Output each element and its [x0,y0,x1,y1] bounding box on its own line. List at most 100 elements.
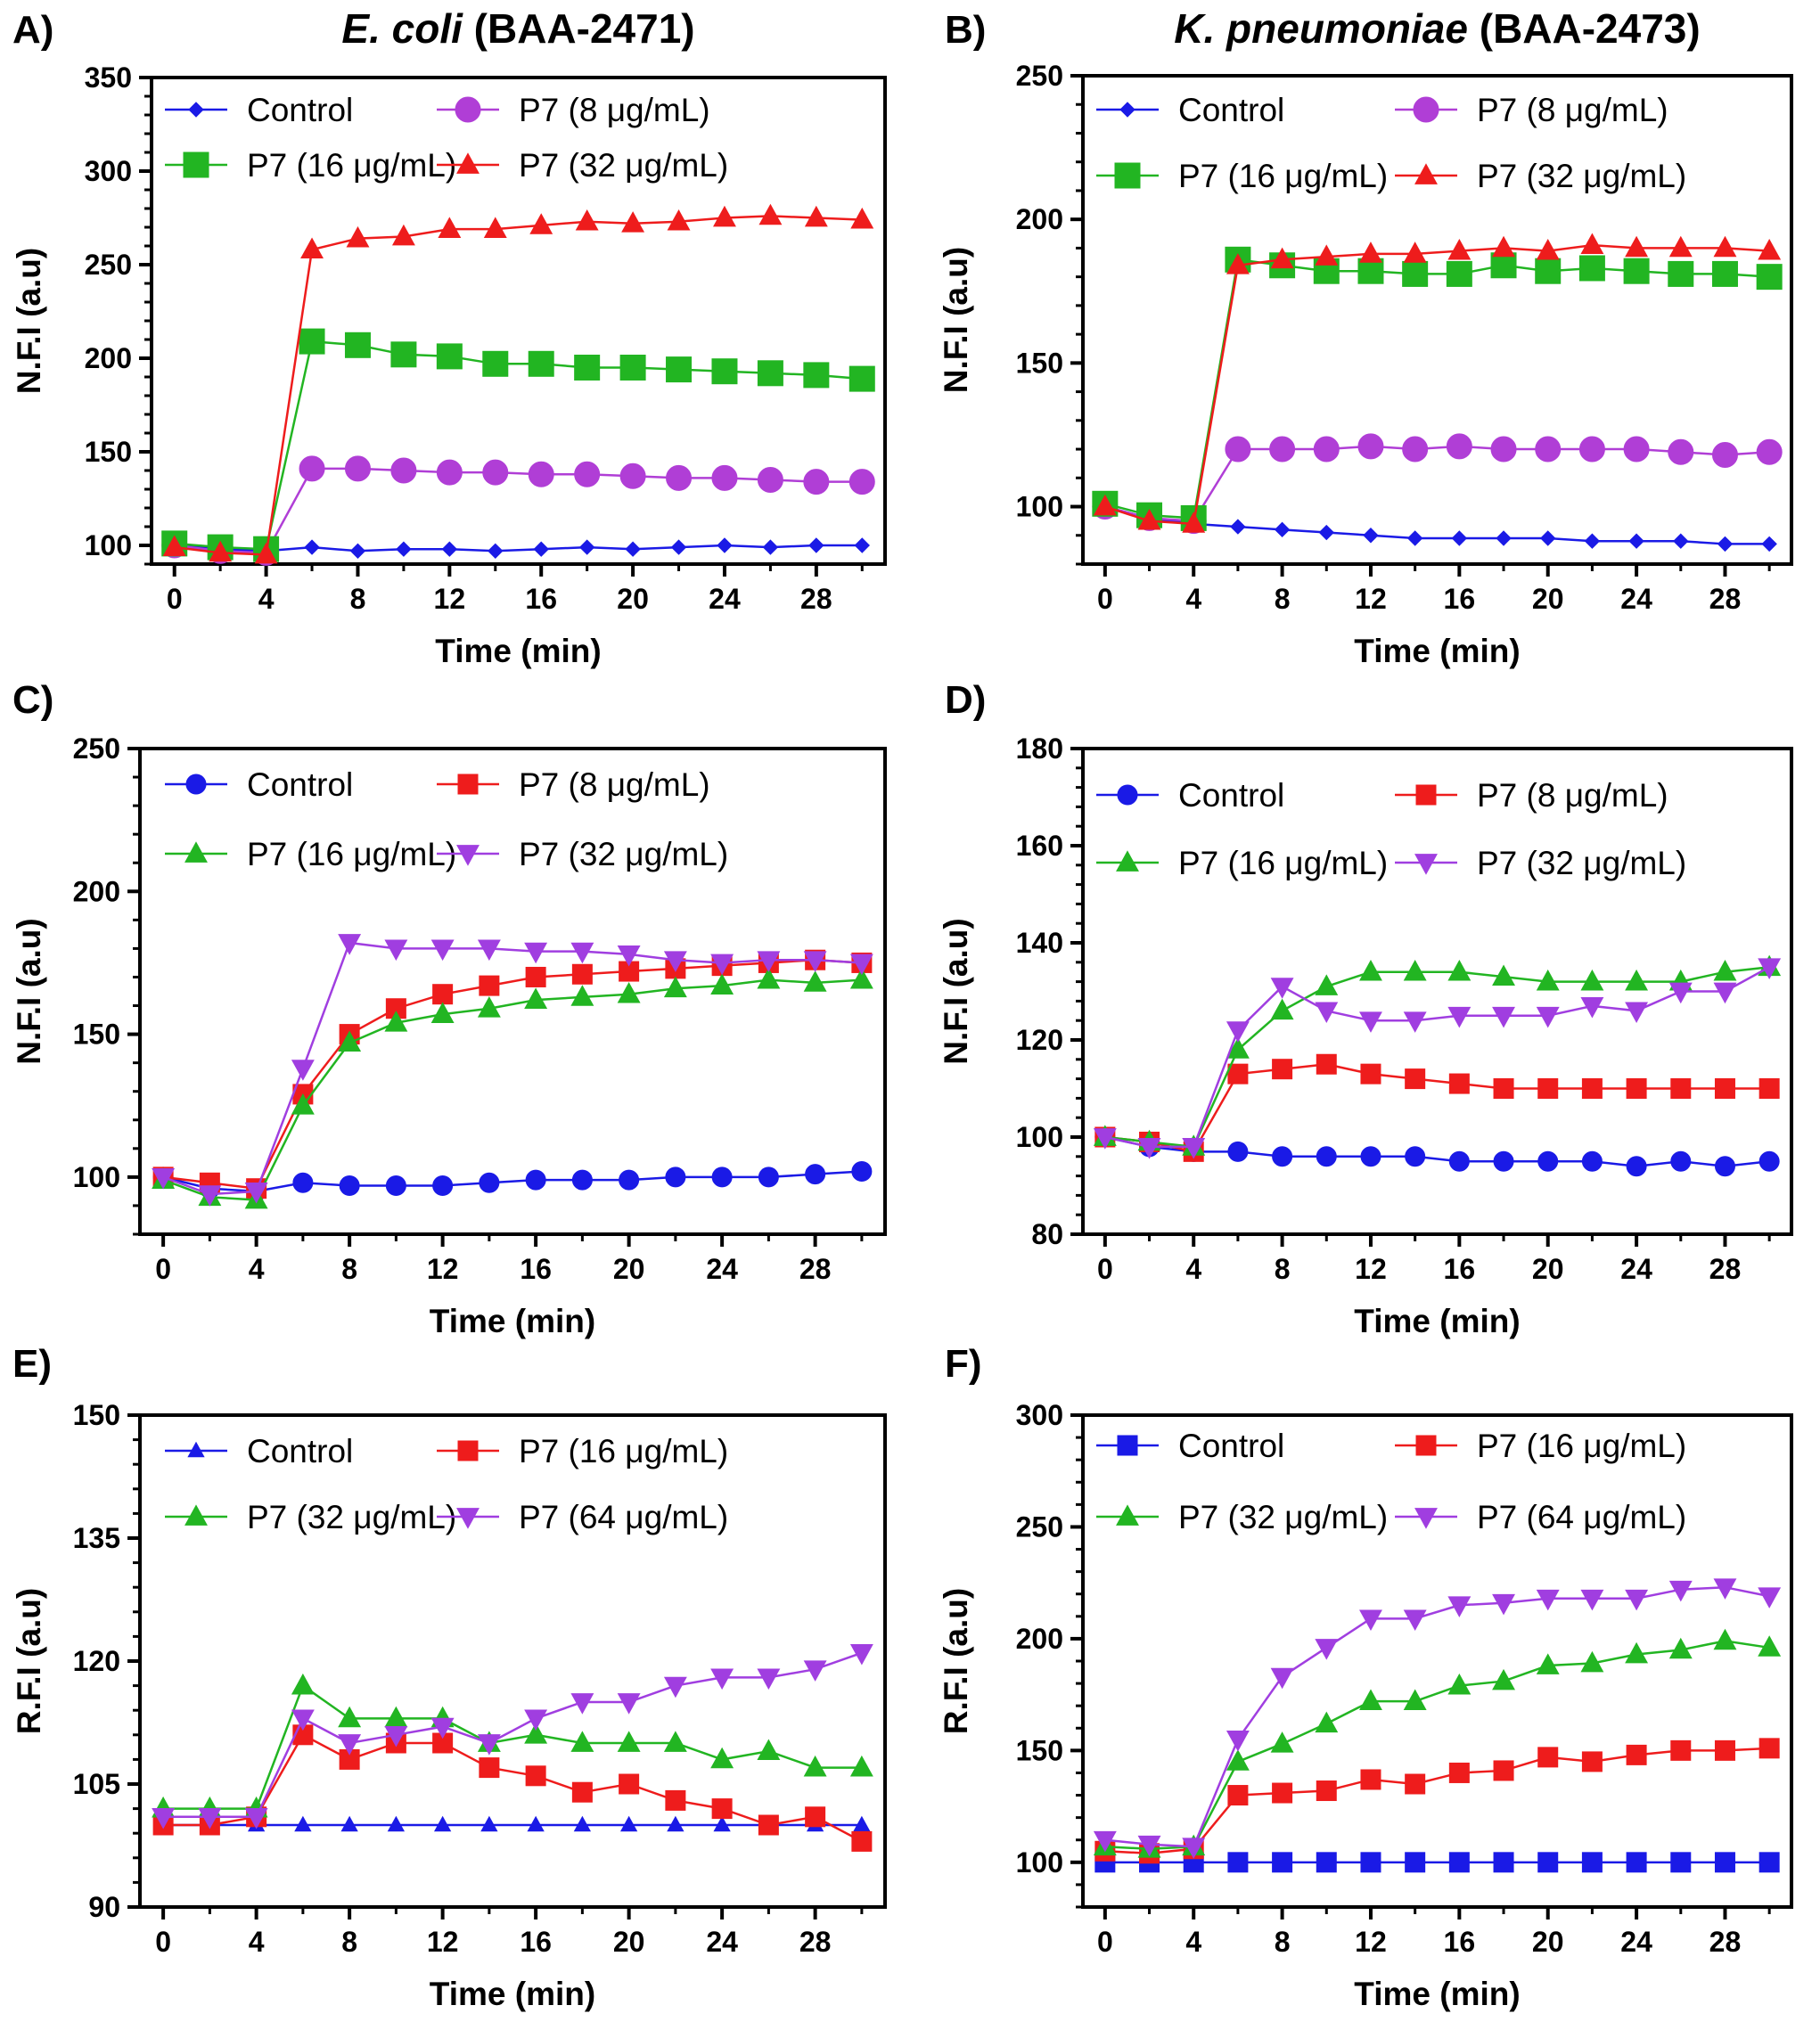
data-point [1093,1830,1117,1853]
x-tick-label: 28 [1709,583,1742,615]
data-point [1405,1146,1426,1167]
series-line [174,467,863,554]
data-point [294,1815,312,1832]
x-axis-label: Time (min) [430,1976,595,2012]
data-point [1759,1150,1780,1172]
data-point [1406,530,1423,546]
data-point [1269,436,1296,462]
data-point [1668,1637,1693,1659]
legend-label: P7 (16 μg/mL) [247,147,456,184]
data-point [349,543,366,560]
data-point [1447,1673,1472,1695]
data-point [198,1185,222,1207]
data-point [1626,1156,1647,1177]
x-tick-label: 8 [1275,1253,1291,1285]
data-point [1625,1641,1649,1664]
x-tick-label: 4 [1185,583,1201,615]
data-point [1272,1852,1293,1873]
data-point [254,542,278,564]
data-point [757,951,781,972]
chart-panel-1: A) E. coli (BAA-2471) 100 150 200 250 300 350 0 4… [11,5,887,669]
data-point [619,1815,638,1832]
data-point [1626,1078,1647,1099]
legend-marker [455,96,481,123]
data-point [477,1734,501,1756]
legend-marker [456,845,480,866]
y-tick-label: 160 [1016,830,1063,862]
data-point [524,1723,548,1744]
data-point [432,984,454,1005]
data-point [1623,258,1650,284]
data-point [1580,233,1604,255]
legend-label: Control [1178,777,1284,814]
x-tick-label: 0 [167,583,183,615]
x-tick-label: 24 [1620,583,1652,615]
y-tick-label: 200 [1016,1623,1063,1655]
data-point [717,537,733,553]
data-point [619,462,646,489]
y-axis-label: N.F.I (a.u) [11,918,47,1064]
data-point [291,1673,315,1695]
data-point [1360,1063,1381,1085]
data-point [291,1709,315,1731]
data-point [1625,235,1649,258]
data-point [1713,1628,1737,1650]
legend-marker [184,1504,208,1526]
x-tick-label: 12 [427,1253,459,1285]
panel-letter: E) [12,1342,52,1386]
data-point [1448,1762,1470,1783]
series-3 [161,328,875,562]
data-point [340,1815,358,1832]
data-point [1758,1635,1782,1657]
legend-marker [1117,1435,1138,1456]
data-point [1536,238,1560,260]
legend-label: P7 (32 μg/mL) [519,836,728,872]
data-point [244,1183,268,1204]
data-point [533,541,549,557]
legend-marker [1414,854,1438,875]
data-point [1448,1073,1470,1094]
x-tick-label: 12 [427,1926,459,1958]
data-point [757,967,781,989]
data-point [1581,1751,1603,1772]
legend-label: Control [247,1433,353,1469]
data-point [528,350,554,377]
legend-entry: Control [165,766,353,803]
data-point [338,1734,362,1756]
data-point [441,541,458,557]
data-point [1227,1063,1249,1085]
data-point [1758,238,1782,260]
data-point [1668,235,1693,258]
legend-label: P7 (16 μg/mL) [1178,845,1388,881]
data-point [1492,235,1515,258]
data-point [803,1660,827,1682]
data-point [1137,508,1161,530]
data-point [1093,494,1117,516]
data-point [244,1807,268,1829]
data-point [1673,533,1689,549]
data-point [1581,1150,1603,1172]
data-point [849,967,873,989]
series-line [1104,1135,1770,1167]
x-tick-label: 24 [709,583,741,615]
data-point [1670,1078,1692,1099]
data-point [524,1709,548,1731]
data-point [525,966,546,987]
data-point [1274,521,1291,538]
data-point [1759,1852,1780,1873]
data-point [1713,960,1737,981]
legend-label: Control [1178,92,1284,128]
series-line [1104,1062,1770,1153]
data-point [710,1668,734,1690]
legend-entry: P7 (64 μg/mL) [437,1499,728,1535]
data-point [1493,1852,1514,1873]
x-tick-label: 12 [434,583,466,615]
data-point [528,461,554,487]
legend-label: P7 (64 μg/mL) [519,1499,728,1535]
legend-entry: P7 (16 μg/mL) [165,147,456,184]
x-tick-label: 0 [1097,1253,1113,1285]
panel-letter: A) [12,8,53,52]
series-4 [152,1643,873,1829]
chart-panel-3: C) 100 150 200 250 0 4 8 12 16 20 24 28 Time (min) N.F… [11,678,887,1339]
legend: Control P7 (8 μg/mL) P7 (16 μg/mL) P7 (32 μ… [1096,92,1686,194]
